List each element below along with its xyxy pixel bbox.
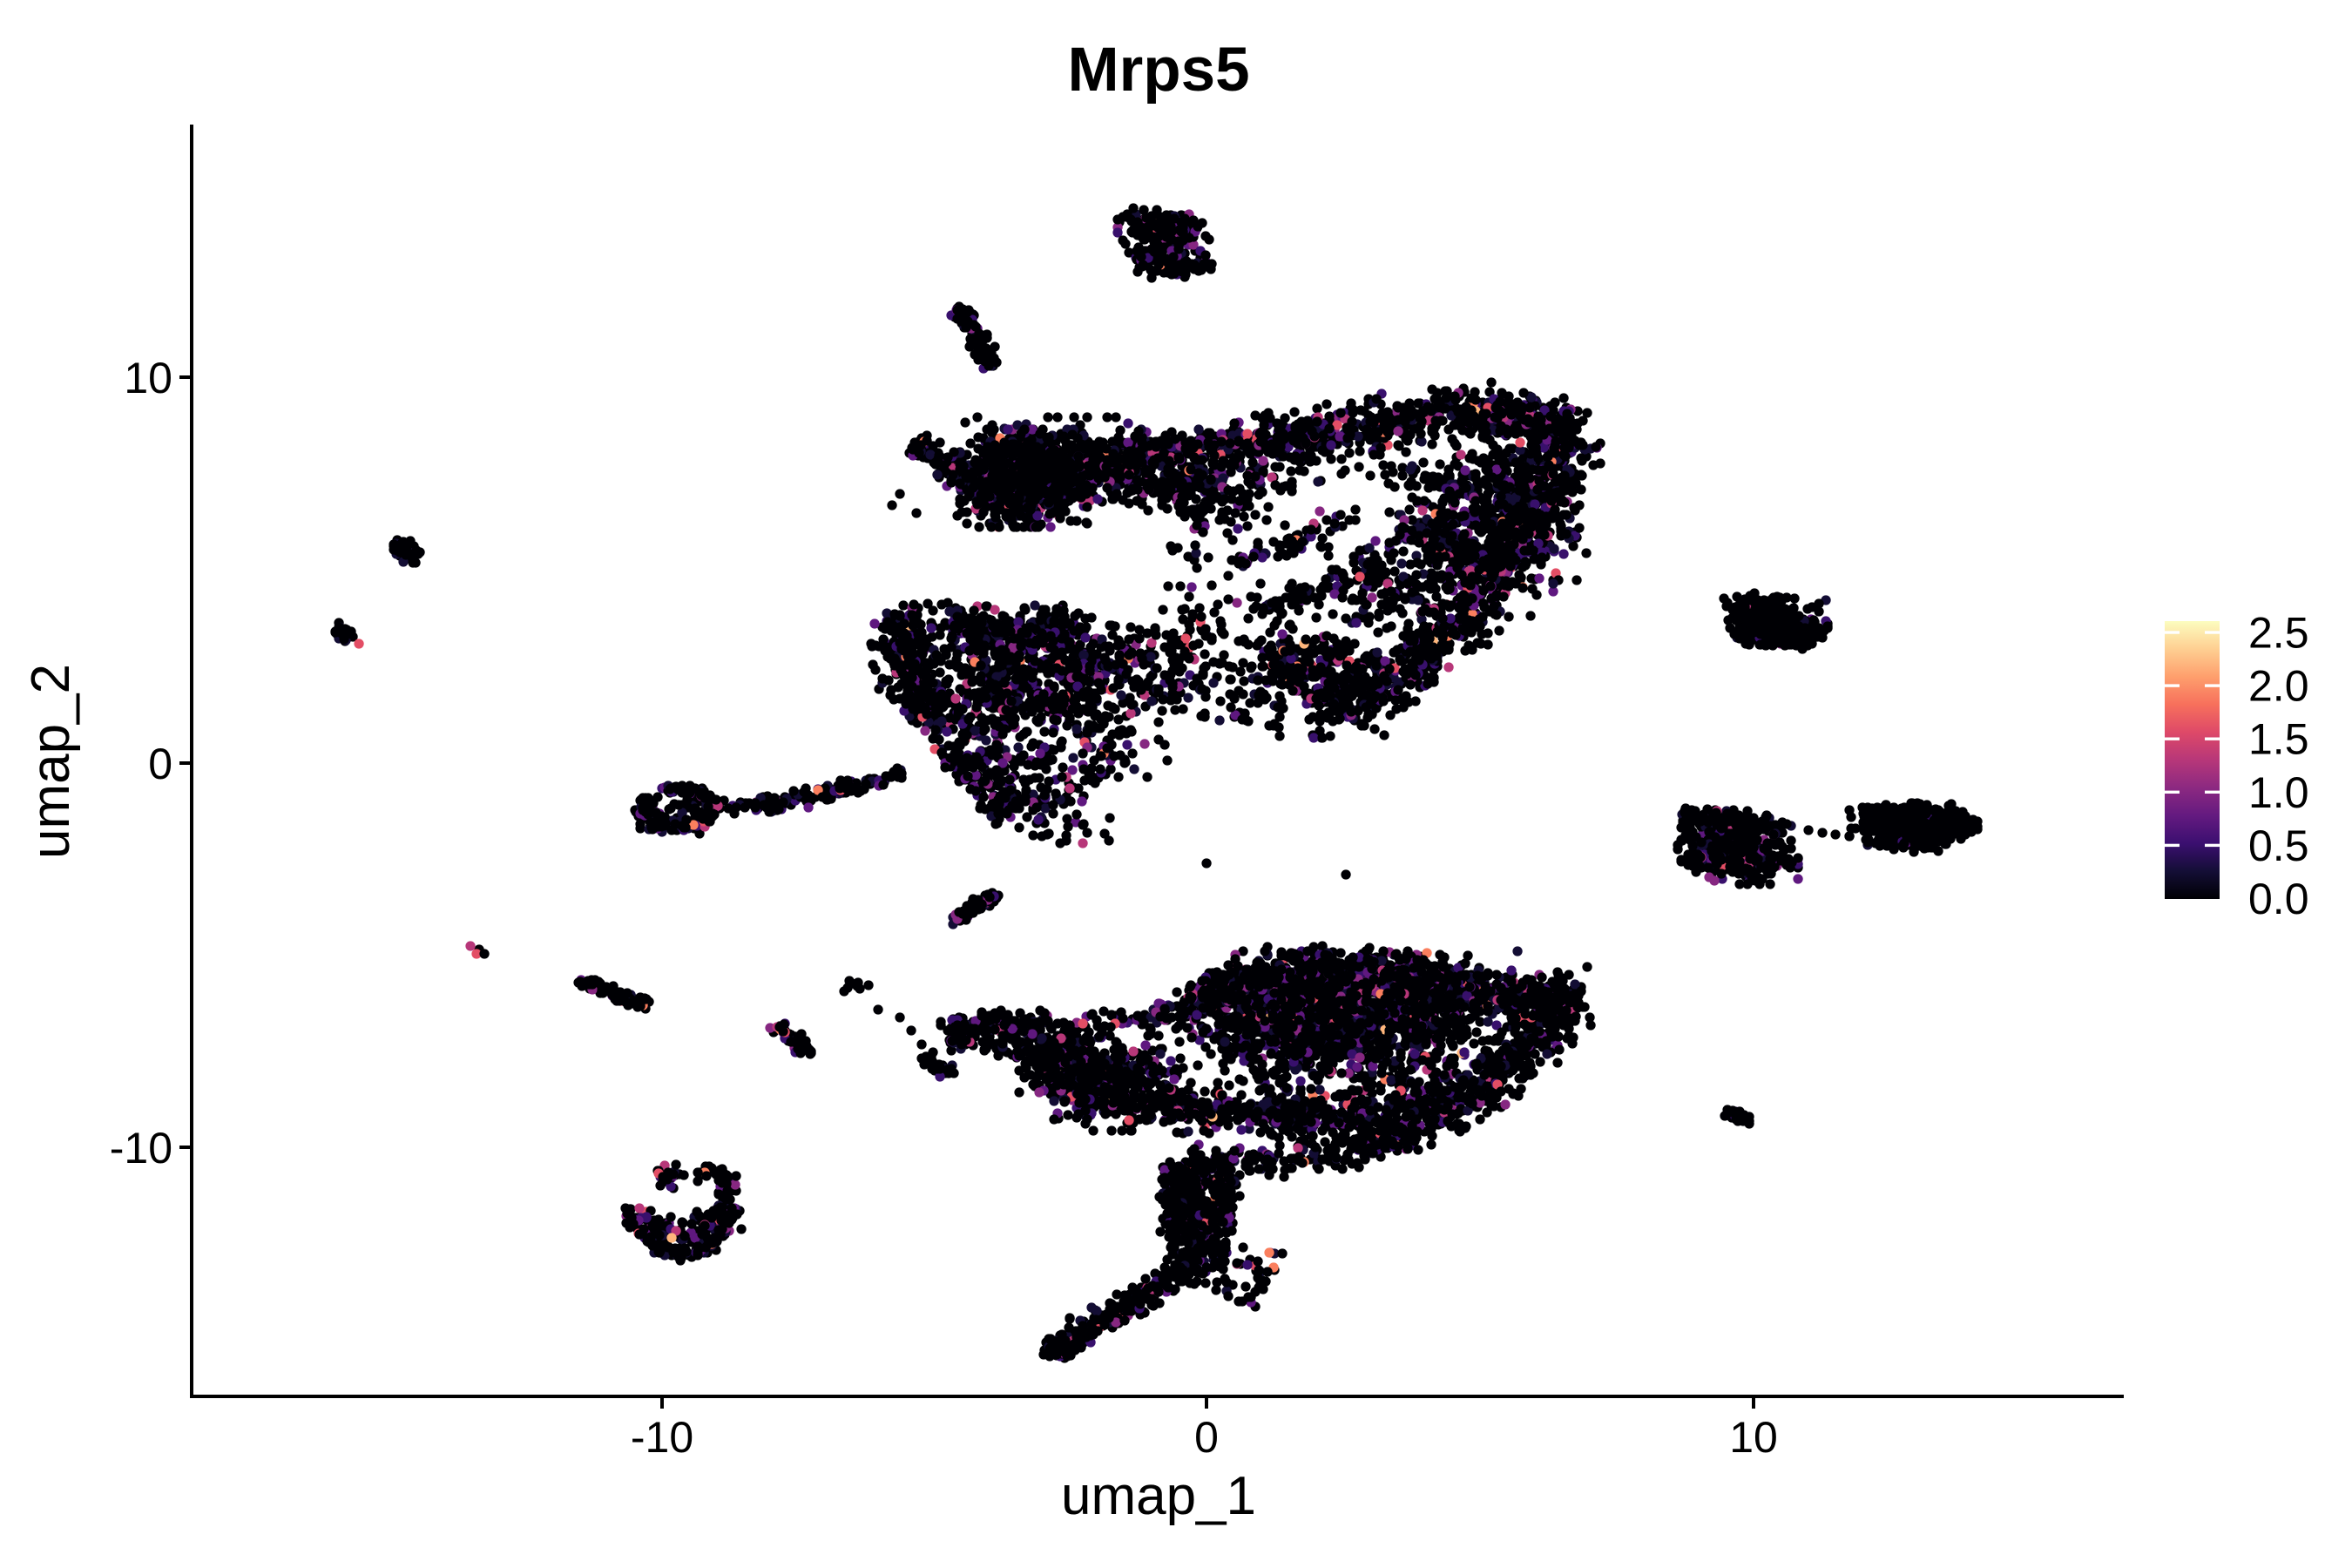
svg-text:10: 10 (1729, 1413, 1778, 1462)
svg-text:2.5: 2.5 (2248, 609, 2309, 658)
svg-text:umap_1: umap_1 (1061, 1466, 1256, 1526)
svg-text:0.0: 0.0 (2248, 875, 2309, 923)
svg-text:Mrps5: Mrps5 (1067, 36, 1249, 105)
svg-text:-10: -10 (110, 1124, 172, 1173)
svg-text:1.5: 1.5 (2248, 715, 2309, 764)
svg-text:0: 0 (148, 740, 172, 788)
svg-text:2.0: 2.0 (2248, 662, 2309, 711)
svg-text:-10: -10 (631, 1413, 693, 1462)
svg-text:0.5: 0.5 (2248, 821, 2309, 870)
svg-text:0: 0 (1194, 1413, 1219, 1462)
svg-text:1.0: 1.0 (2248, 768, 2309, 817)
svg-text:umap_2: umap_2 (21, 664, 81, 859)
svg-text:10: 10 (124, 354, 172, 402)
